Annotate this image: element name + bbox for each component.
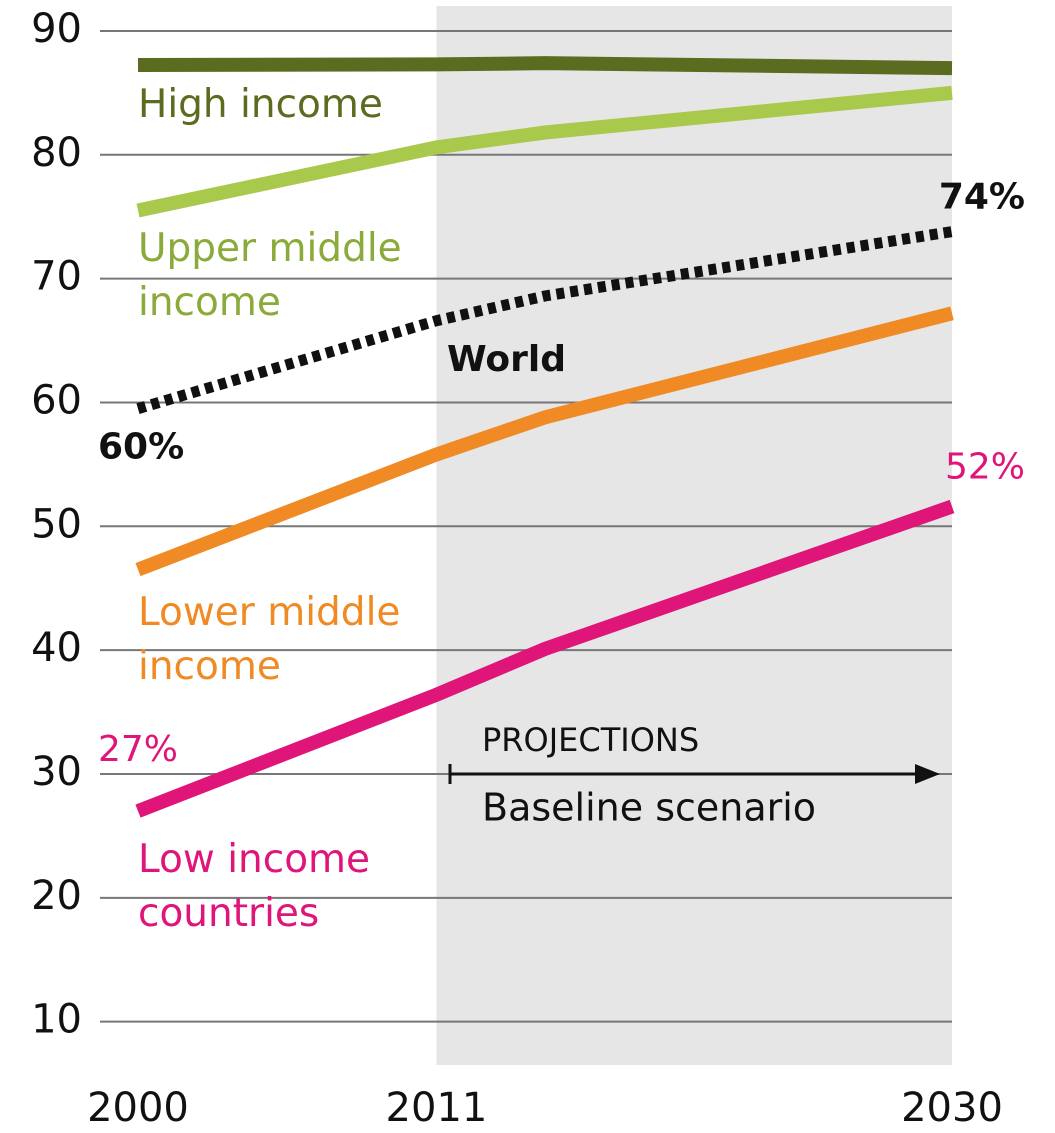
y-tick-label: 60 xyxy=(31,377,82,423)
series-line xyxy=(135,499,955,818)
series-label: World xyxy=(447,339,567,380)
y-tick-label: 90 xyxy=(31,6,82,52)
series-label: Low income countries xyxy=(138,837,371,936)
value-label: 60% xyxy=(98,427,184,468)
x-tick-label: 2030 xyxy=(901,1085,1003,1131)
series-label: Lower middle income xyxy=(138,590,401,689)
series-label: Upper middle income xyxy=(138,226,402,325)
annotation: PROJECTIONS xyxy=(482,721,699,759)
y-tick-label: 10 xyxy=(31,997,82,1043)
value-label: 52% xyxy=(945,446,1025,487)
value-label: 74% xyxy=(939,177,1025,218)
y-tick-label: 20 xyxy=(31,873,82,919)
y-tick-label: 70 xyxy=(31,254,82,300)
x-tick-label: 2000 xyxy=(87,1085,189,1131)
series-line xyxy=(137,56,953,76)
annotation: Baseline scenario xyxy=(482,786,816,830)
y-tick-label: 40 xyxy=(31,625,82,671)
series-line xyxy=(136,85,953,218)
arrow-head xyxy=(915,763,940,784)
series-line xyxy=(136,226,953,414)
series-line xyxy=(135,306,954,577)
x-tick-label: 2011 xyxy=(386,1085,488,1131)
value-label: 27% xyxy=(98,729,178,770)
series-label: High income xyxy=(138,82,383,127)
y-tick-label: 50 xyxy=(31,501,82,547)
y-tick-label: 80 xyxy=(31,130,82,176)
y-tick-label: 30 xyxy=(31,749,82,795)
